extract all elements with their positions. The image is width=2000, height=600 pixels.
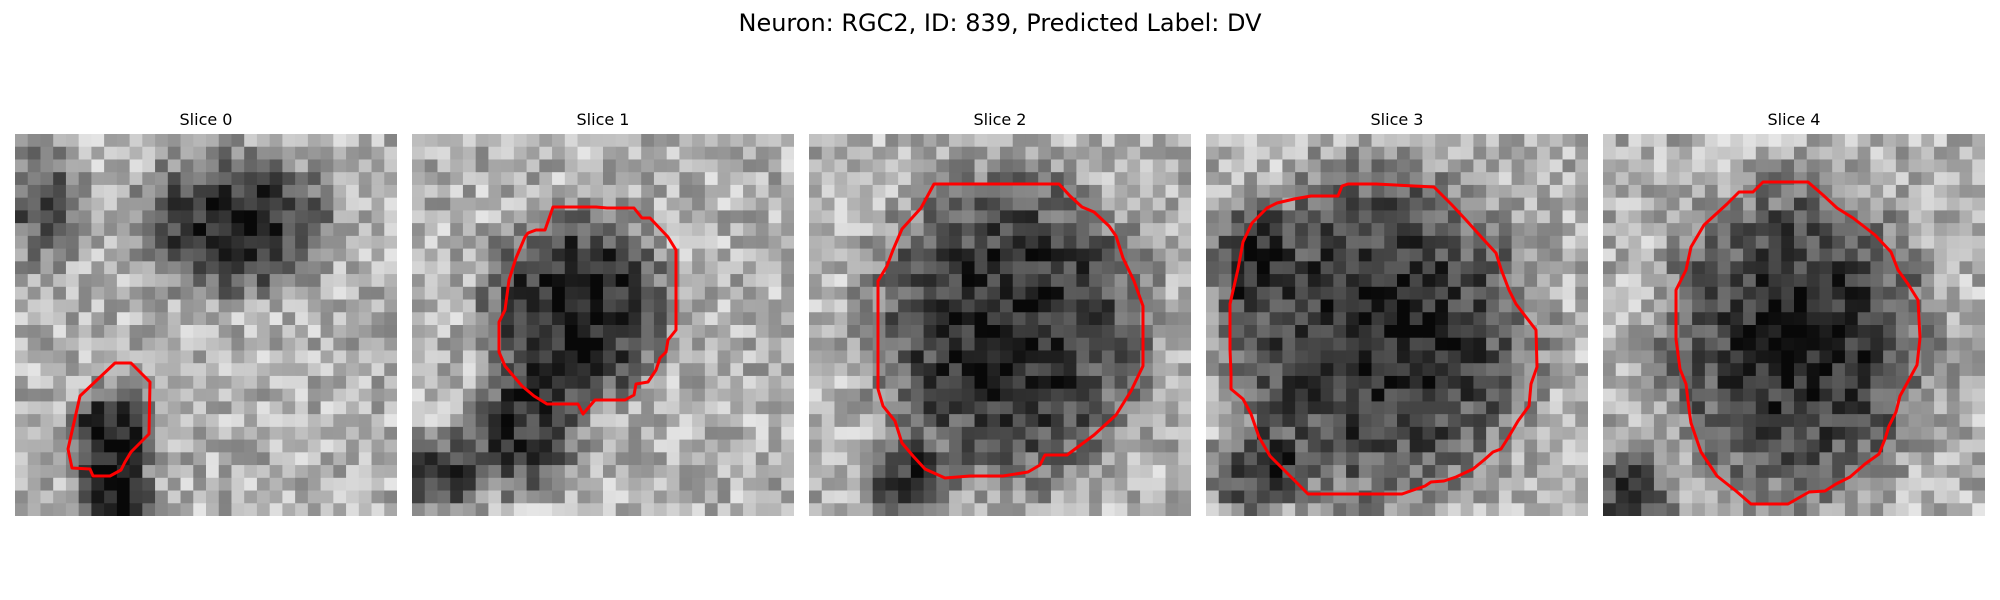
slice-image xyxy=(412,134,794,516)
slice-title: Slice 0 xyxy=(179,110,233,129)
slice-panel-0: Slice 0 xyxy=(15,108,397,516)
slice-panel-2: Slice 2 xyxy=(809,108,1191,516)
roi-contour xyxy=(66,361,152,478)
slice-image xyxy=(1206,134,1588,516)
slice-image xyxy=(1603,134,1985,516)
roi-contour xyxy=(1228,182,1539,496)
roi-contour xyxy=(497,205,678,416)
figure-title: Neuron: RGC2, ID: 839, Predicted Label: … xyxy=(738,9,1262,37)
slice-title: Slice 2 xyxy=(973,110,1027,129)
slice-image xyxy=(809,134,1191,516)
slice-panel-4: Slice 4 xyxy=(1603,108,1985,516)
slice-title: Slice 4 xyxy=(1767,110,1821,129)
slice-panel-1: Slice 1 xyxy=(412,108,794,516)
slice-title: Slice 3 xyxy=(1370,110,1424,129)
slice-panel-3: Slice 3 xyxy=(1206,108,1588,516)
slice-image xyxy=(15,134,397,516)
roi-contour xyxy=(1674,180,1922,506)
slice-title: Slice 1 xyxy=(576,110,630,129)
roi-contour xyxy=(876,182,1145,480)
